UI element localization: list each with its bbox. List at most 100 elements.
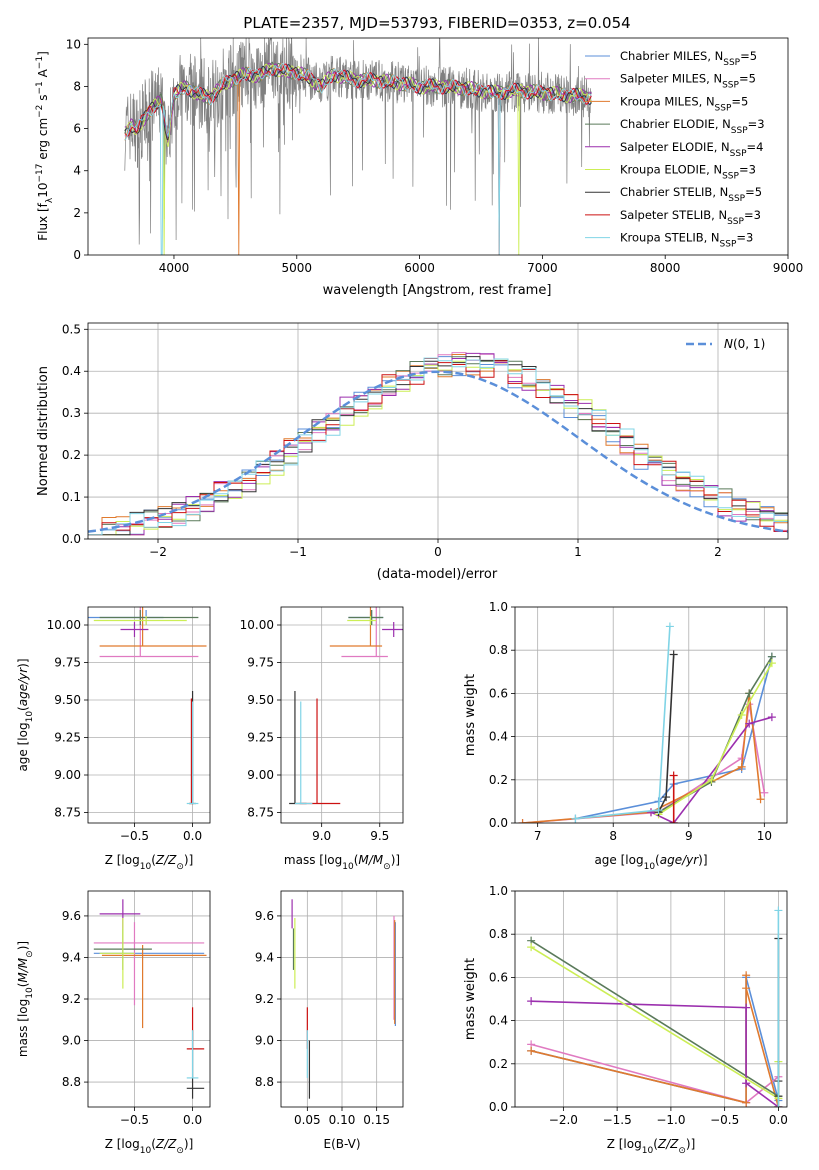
x-axis-label: Z [log10(Z/Z⊙)] xyxy=(607,1137,696,1156)
plot-area xyxy=(291,899,396,1099)
axes-frame xyxy=(514,606,788,824)
label-part: )] xyxy=(16,941,30,950)
normal-distribution-curve xyxy=(88,370,788,533)
label-part: Z [log xyxy=(105,853,140,867)
mass-weight-line xyxy=(522,693,762,823)
label-part: SSP xyxy=(720,240,737,250)
mass-weight-marker xyxy=(742,971,751,980)
label-part: mass [log xyxy=(284,853,342,867)
label-part: =5 xyxy=(739,72,756,86)
y-tick-label: 10.00 xyxy=(47,618,81,632)
legend-entry: Kroupa MILES, NSSP=5 xyxy=(620,94,748,113)
y-tick-label: 9.00 xyxy=(247,768,274,782)
y-axis-label: Flux [fλ10−17 erg cm−2 s−1 A−1] xyxy=(35,51,55,241)
x-axis-label: E(B-V) xyxy=(323,1137,360,1151)
y-axis-label: mass weight xyxy=(463,958,478,1040)
mass-weight-marker xyxy=(647,808,655,817)
x-tick-label: −1.0 xyxy=(656,1113,685,1127)
mass-vs-metallicity-panel: −0.5 0.08.89.09.29.49.6Z [log10(Z/Z⊙)]mas… xyxy=(16,890,211,1156)
x-tick-label: 7 xyxy=(534,829,542,843)
mass-vs-ebv-panel: 0.05 0.10 0.15 8.8 9.0 9.2 9.4 9.6 E(B-V) xyxy=(255,890,404,1151)
label-part: Z/Z xyxy=(657,1137,679,1151)
y-tick-label: 0.1 xyxy=(62,490,81,504)
legend-entry: Salpeter STELIB, NSSP=3 xyxy=(620,208,761,227)
label-part: Z [log xyxy=(105,1137,140,1151)
model-spectrum-line xyxy=(124,63,592,255)
label-part: Chabrier STELIB, N xyxy=(620,185,728,199)
y-axis-label: mass [log10(M/M⊙)] xyxy=(16,941,35,1057)
label-part: ⊙ xyxy=(176,1146,184,1156)
x-tick-label: −2.0 xyxy=(549,1113,578,1127)
plot-area xyxy=(518,622,776,823)
x-tick-label: 7000 xyxy=(527,261,558,275)
label-part: =5 xyxy=(745,185,762,199)
y-tick-label: 0.3 xyxy=(62,406,81,420)
x-tick-label: −0.5 xyxy=(120,829,149,843)
x-tick-label: 1 xyxy=(574,545,582,559)
x-tick-label: 0.0 xyxy=(183,829,202,843)
label-part: Kroupa STELIB, N xyxy=(620,231,720,245)
y-tick-label: 9.75 xyxy=(54,656,81,670)
residual-histogram-step xyxy=(88,358,788,536)
label-part: ] xyxy=(36,51,50,56)
mass-weight-marker xyxy=(774,906,783,915)
mass-weight-line xyxy=(531,1000,779,1107)
label-part: 10 xyxy=(140,862,152,872)
legend: Chabrier MILES, NSSP=5 Salpeter MILES, N S… xyxy=(585,49,765,250)
y-tick-label: 0.5 xyxy=(62,322,81,336)
label-part: ⊙ xyxy=(25,950,35,958)
x-tick-label: 9 xyxy=(685,829,693,843)
label-part: SSP xyxy=(731,126,748,136)
label-part: =3 xyxy=(739,163,756,177)
label-part: ⊙ xyxy=(678,1146,686,1156)
label-part: Flux [f xyxy=(36,202,50,240)
label-part: Salpeter MILES, N xyxy=(620,72,722,86)
mass-weight-marker xyxy=(737,711,746,719)
y-tick-label: 8.75 xyxy=(247,806,274,820)
label-part: 10 xyxy=(25,711,35,723)
x-tick-label: 4000 xyxy=(159,261,190,275)
y-tick-label: 0.0 xyxy=(62,532,81,546)
axes-frame xyxy=(514,890,788,1108)
legend-entry: Kroupa ELODIE, NSSP=3 xyxy=(620,163,756,182)
label-part: SSP xyxy=(728,194,745,204)
y-tick-label: 10 xyxy=(66,37,81,51)
observed-spectrum-line xyxy=(124,38,592,245)
age-vs-mass-panel: 9.0 9.5 8.75 9.00 9.25 9.50 9.75 10.00 mass [log… xyxy=(240,606,404,872)
label-part: SSP xyxy=(730,149,747,159)
y-tick-label: 9.25 xyxy=(247,731,274,745)
y-tick-label: 8.75 xyxy=(54,806,81,820)
label-part: A xyxy=(36,68,50,81)
x-tick-label: 5000 xyxy=(281,261,312,275)
y-tick-label: 9.50 xyxy=(54,693,81,707)
plot-area xyxy=(124,38,592,255)
label-part: M/M xyxy=(358,853,383,867)
label-part: =3 xyxy=(736,231,753,245)
y-axis-label: Normed distribution xyxy=(36,366,51,496)
mass-weight-line xyxy=(530,940,780,1107)
label-part: SSP xyxy=(722,172,739,182)
y-tick-label: 6 xyxy=(73,122,81,136)
y-tick-label: 0.4 xyxy=(62,364,81,378)
y-tick-label: 9.6 xyxy=(255,909,274,923)
label-part: )] xyxy=(686,1137,695,1151)
legend-entry: Chabrier MILES, NSSP=5 xyxy=(620,49,757,68)
y-tick-label: 0 xyxy=(73,248,81,262)
mass-weight-marker xyxy=(774,1103,783,1107)
mass-weight-marker xyxy=(669,650,678,659)
axes-frame xyxy=(280,890,404,1108)
label-part: age [log xyxy=(16,722,30,771)
x-axis-label: (data-model)/error xyxy=(377,567,498,582)
label-part: =4 xyxy=(747,140,764,154)
mass-weight-line xyxy=(530,975,780,1107)
y-tick-label: 0.8 xyxy=(489,643,508,657)
y-tick-label: 0.4 xyxy=(489,1014,508,1028)
x-tick-label: −0.5 xyxy=(120,1113,149,1127)
x-tick-label: −1.5 xyxy=(603,1113,632,1127)
y-tick-label: 0.4 xyxy=(489,730,508,744)
x-tick-label: 8 xyxy=(609,829,617,843)
label-part: Kroupa ELODIE, N xyxy=(620,163,722,177)
label-part: 10 xyxy=(140,1146,152,1156)
